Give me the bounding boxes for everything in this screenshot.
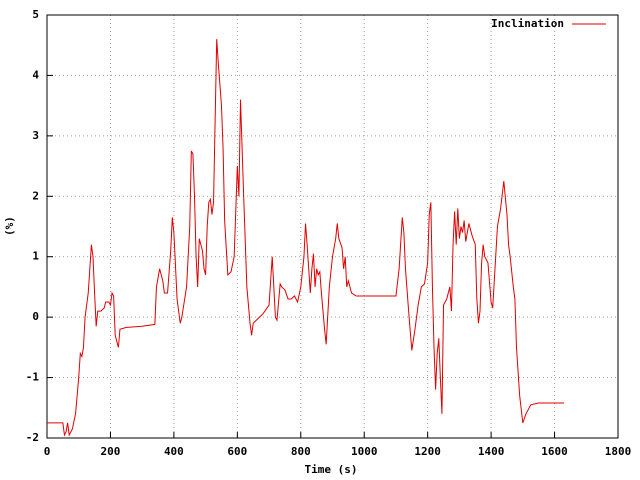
y-tick-label: 0 [32, 310, 39, 323]
x-tick-label: 600 [227, 445, 247, 458]
y-tick-label: 3 [32, 129, 39, 142]
data-line [47, 39, 565, 437]
x-tick-label: 1400 [478, 445, 505, 458]
x-tick-label: 200 [101, 445, 121, 458]
x-tick-label: 800 [291, 445, 311, 458]
y-tick-label: 2 [32, 189, 39, 202]
x-tick-label: 400 [164, 445, 184, 458]
y-axis-label: (%) [3, 216, 16, 236]
x-tick-label: 1000 [351, 445, 378, 458]
y-tick-label: -1 [26, 371, 40, 384]
plot-frame [46, 14, 619, 439]
x-tick-label: 1600 [541, 445, 568, 458]
y-tick-label: -2 [26, 431, 39, 444]
x-axis-label: Time (s) [305, 463, 358, 476]
y-tick-label: 5 [32, 8, 39, 21]
x-tick-label: 1800 [605, 445, 632, 458]
x-tick-label: 0 [44, 445, 51, 458]
y-tick-label: 4 [32, 68, 39, 81]
x-tick-label: 1200 [414, 445, 441, 458]
y-tick-label: 1 [32, 250, 39, 263]
legend-label: Inclination [491, 17, 564, 30]
